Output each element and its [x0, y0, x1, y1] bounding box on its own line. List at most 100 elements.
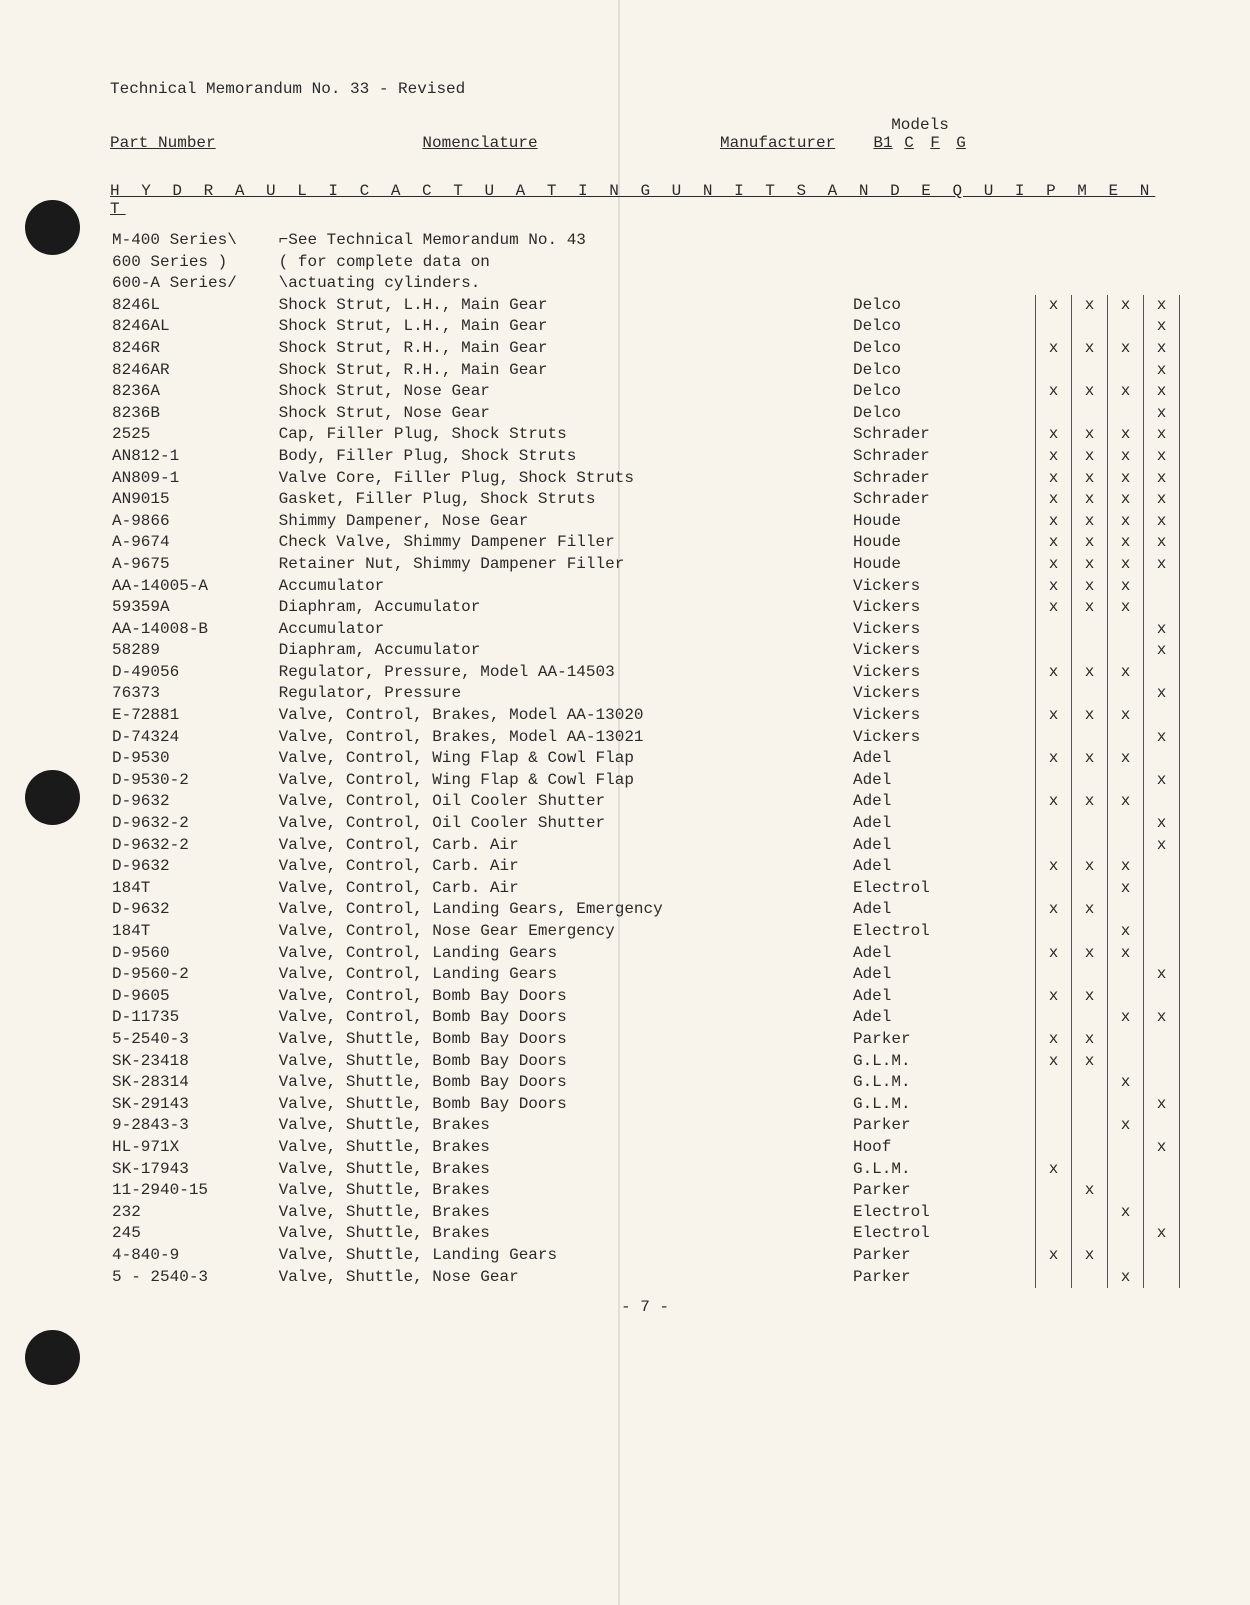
cell-model-b1: x — [1036, 554, 1072, 576]
cell-model-b1 — [1036, 1072, 1072, 1094]
cell-nom: Diaphram, Accumulator — [277, 640, 851, 662]
table-row: D-9632Valve, Control, Carb. AirAdelxxx — [110, 856, 1180, 878]
cell-model-g: x — [1144, 532, 1180, 554]
cell-mfr: Adel — [851, 899, 1036, 921]
cell-mfr: Adel — [851, 791, 1036, 813]
cell-mfr: Parker — [851, 1115, 1036, 1137]
cell-model-b1: x — [1036, 338, 1072, 360]
note-row: M-400 Series\⌐See Technical Memorandum N… — [110, 230, 1180, 252]
cell-model-c: x — [1072, 662, 1108, 684]
cell-model-f — [1108, 1094, 1144, 1116]
cell-part: 184T — [110, 878, 277, 900]
note-part: 600 Series ) — [110, 252, 277, 274]
cell-mfr: Parker — [851, 1029, 1036, 1051]
note-part: 600-A Series/ — [110, 273, 277, 295]
cell-nom: Shock Strut, L.H., Main Gear — [277, 316, 851, 338]
cell-nom: Retainer Nut, Shimmy Dampener Filler — [277, 554, 851, 576]
header-part: Part Number — [110, 134, 240, 152]
cell-model-g — [1144, 1115, 1180, 1137]
cell-model-b1: x — [1036, 1029, 1072, 1051]
doc-title: Technical Memorandum No. 33 - Revised — [110, 80, 1180, 98]
cell-model-f: x — [1108, 295, 1144, 317]
cell-model-b1 — [1036, 835, 1072, 857]
models-header: Models — [870, 116, 970, 134]
cell-part: 8236A — [110, 381, 277, 403]
table-row: 9-2843-3Valve, Shuttle, BrakesParkerx — [110, 1115, 1180, 1137]
cell-part: HL-971X — [110, 1137, 277, 1159]
table-row: 5 - 2540-3Valve, Shuttle, Nose GearParke… — [110, 1267, 1180, 1289]
cell-mfr: Adel — [851, 835, 1036, 857]
cell-model-b1 — [1036, 878, 1072, 900]
cell-mfr: Houde — [851, 511, 1036, 533]
cell-model-f: x — [1108, 1115, 1144, 1137]
table-row: AN812-1Body, Filler Plug, Shock StrutsSc… — [110, 446, 1180, 468]
cell-mfr: Vickers — [851, 705, 1036, 727]
cell-model-c — [1072, 1094, 1108, 1116]
cell-part: 76373 — [110, 683, 277, 705]
cell-model-g — [1144, 1159, 1180, 1181]
table-row: D-9530-2Valve, Control, Wing Flap & Cowl… — [110, 770, 1180, 792]
cell-model-f: x — [1108, 1072, 1144, 1094]
cell-mfr: Electrol — [851, 1223, 1036, 1245]
cell-model-f: x — [1108, 921, 1144, 943]
cell-model-f: x — [1108, 338, 1144, 360]
cell-model-f — [1108, 683, 1144, 705]
cell-model-b1 — [1036, 1202, 1072, 1224]
cell-nom: Valve, Shuttle, Nose Gear — [277, 1267, 851, 1289]
punch-hole-icon — [25, 770, 80, 825]
table-row: D-9632-2Valve, Control, Carb. AirAdelx — [110, 835, 1180, 857]
cell-nom: Regulator, Pressure, Model AA-14503 — [277, 662, 851, 684]
cell-mfr: G.L.M. — [851, 1051, 1036, 1073]
cell-model-b1 — [1036, 360, 1072, 382]
cell-nom: Valve, Shuttle, Brakes — [277, 1115, 851, 1137]
cell-nom: Valve, Shuttle, Brakes — [277, 1137, 851, 1159]
cell-model-c: x — [1072, 338, 1108, 360]
cell-model-f: x — [1108, 791, 1144, 813]
cell-model-g: x — [1144, 1137, 1180, 1159]
cell-nom: Shock Strut, R.H., Main Gear — [277, 360, 851, 382]
cell-model-b1: x — [1036, 662, 1072, 684]
cell-model-g — [1144, 921, 1180, 943]
cell-nom: Cap, Filler Plug, Shock Struts — [277, 424, 851, 446]
cell-part: SK-23418 — [110, 1051, 277, 1073]
cell-mfr: Adel — [851, 770, 1036, 792]
cell-model-f — [1108, 835, 1144, 857]
cell-model-b1 — [1036, 1007, 1072, 1029]
cell-part: AN809-1 — [110, 468, 277, 490]
cell-model-g: x — [1144, 835, 1180, 857]
table-row: 184TValve, Control, Nose Gear EmergencyE… — [110, 921, 1180, 943]
cell-mfr: G.L.M. — [851, 1072, 1036, 1094]
cell-model-g — [1144, 748, 1180, 770]
cell-part: 5 - 2540-3 — [110, 1267, 277, 1289]
cell-mfr: Schrader — [851, 489, 1036, 511]
cell-model-f — [1108, 770, 1144, 792]
cell-nom: Check Valve, Shimmy Dampener Filler — [277, 532, 851, 554]
note-nom: ( for complete data on — [277, 252, 851, 274]
table-row: 232Valve, Shuttle, BrakesElectrolx — [110, 1202, 1180, 1224]
cell-part: 5-2540-3 — [110, 1029, 277, 1051]
cell-model-b1: x — [1036, 295, 1072, 317]
cell-model-g: x — [1144, 640, 1180, 662]
cell-model-b1: x — [1036, 705, 1072, 727]
cell-model-g — [1144, 705, 1180, 727]
cell-part: D-9632 — [110, 791, 277, 813]
cell-model-c — [1072, 1267, 1108, 1289]
table-row: E-72881Valve, Control, Brakes, Model AA-… — [110, 705, 1180, 727]
cell-model-c: x — [1072, 1029, 1108, 1051]
cell-nom: Valve, Shuttle, Brakes — [277, 1159, 851, 1181]
cell-part: SK-17943 — [110, 1159, 277, 1181]
page-number: - 7 - — [110, 1298, 1180, 1316]
cell-model-c — [1072, 964, 1108, 986]
cell-model-b1: x — [1036, 511, 1072, 533]
cell-model-f: x — [1108, 878, 1144, 900]
cell-nom: Shock Strut, Nose Gear — [277, 403, 851, 425]
cell-model-g: x — [1144, 489, 1180, 511]
cell-nom: Valve, Control, Brakes, Model AA-13020 — [277, 705, 851, 727]
cell-model-g — [1144, 856, 1180, 878]
cell-model-f: x — [1108, 943, 1144, 965]
table-row: 59359ADiaphram, AccumulatorVickersxxx — [110, 597, 1180, 619]
cell-model-c — [1072, 813, 1108, 835]
center-fold — [618, 0, 620, 1605]
cell-model-g — [1144, 986, 1180, 1008]
cell-model-b1 — [1036, 770, 1072, 792]
